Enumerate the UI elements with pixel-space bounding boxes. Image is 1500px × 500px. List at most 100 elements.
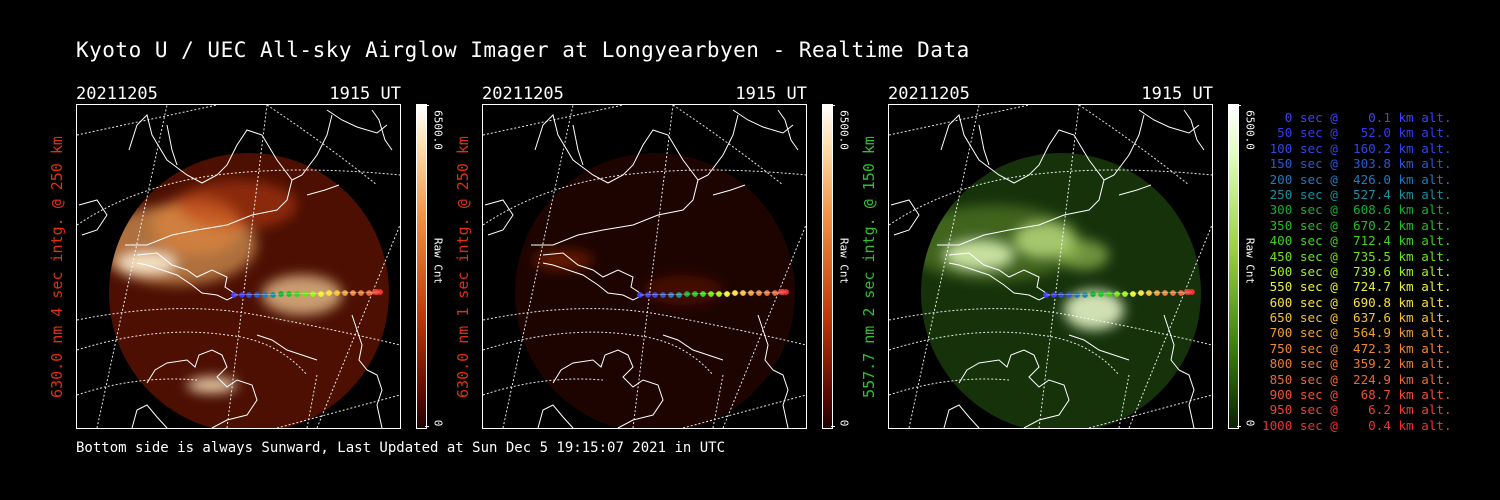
- track-point: [358, 290, 364, 296]
- panel-date: 20211205: [482, 84, 564, 104]
- track-point: [1114, 291, 1120, 297]
- allsky-image: [483, 105, 806, 428]
- track-point: [254, 292, 260, 298]
- legend-item: 400 sec @ 712.4 km alt.: [1262, 233, 1452, 249]
- airglow-emission: [1014, 222, 1074, 258]
- footer-status: Bottom side is always Sunward, Last Upda…: [76, 440, 726, 456]
- colorbar-min-text: 0: [431, 419, 445, 427]
- track-point: [1058, 292, 1064, 298]
- airglow-panel-3: 20211205 1915 UT 557.7 nm 2 sec intg. @ 15…: [860, 84, 1288, 430]
- colorbar-tick-top: [831, 105, 835, 106]
- colorbar-tick-bottom: [1237, 426, 1241, 427]
- panel-time: 1915 UT: [1141, 84, 1213, 104]
- wavelength-label-text: 630.0 nm 1 sec intg. @ 250 km: [454, 135, 472, 398]
- track-point: [764, 290, 770, 296]
- track-point: [350, 290, 356, 296]
- track-point: [366, 290, 372, 296]
- colorbar-unit-text: Raw Cnt: [431, 237, 445, 285]
- wavelength-label: 630.0 nm 1 sec intg. @ 250 km: [450, 104, 476, 429]
- track-point: [652, 292, 658, 298]
- colorbar-tick-bottom: [425, 426, 429, 427]
- panel-time: 1915 UT: [735, 84, 807, 104]
- track-point: [270, 292, 276, 298]
- track-point: [262, 292, 268, 298]
- colorbar-unit-label: Raw Cnt: [1242, 236, 1258, 286]
- satellite-track: [639, 291, 787, 296]
- colorbar-max-text: 6500.0: [1243, 109, 1257, 150]
- track-point: [1122, 291, 1128, 297]
- airglow-panel-2: 20211205 1915 UT 630.0 nm 1 sec intg. @ 25…: [454, 84, 882, 430]
- satellite-track: [1045, 291, 1193, 296]
- track-point: [716, 291, 722, 297]
- wavelength-label: 557.7 nm 2 sec intg. @ 150 km: [856, 104, 882, 429]
- colorbar-min-label: 0: [1242, 416, 1258, 430]
- track-point: [246, 292, 252, 298]
- colorbar-tick-top: [425, 105, 429, 106]
- wavelength-label-text: 557.7 nm 2 sec intg. @ 150 km: [860, 135, 878, 398]
- legend-item: 150 sec @ 303.8 km alt.: [1262, 156, 1452, 172]
- colorbar-max-label: 6500.0: [836, 102, 852, 157]
- wavelength-label-text: 630.0 nm 4 sec intg. @ 250 km: [48, 135, 66, 398]
- legend-item: 950 sec @ 6.2 km alt.: [1262, 402, 1452, 418]
- track-point: [1170, 290, 1176, 296]
- airglow-emission: [117, 251, 177, 275]
- satellite-track: [233, 291, 381, 296]
- colorbar: [822, 104, 833, 429]
- colorbar-unit-label: Raw Cnt: [836, 236, 852, 286]
- map-grid-lines: [77, 105, 400, 428]
- legend-item: 700 sec @ 564.9 km alt.: [1262, 325, 1452, 341]
- map-grid-lines: [483, 105, 806, 428]
- legend-item: 350 sec @ 670.2 km alt.: [1262, 217, 1452, 233]
- legend-item: 50 sec @ 52.0 km alt.: [1262, 125, 1452, 141]
- track-point: [772, 290, 778, 296]
- legend-item: 600 sec @ 690.8 km alt.: [1262, 294, 1452, 310]
- track-point: [294, 291, 300, 297]
- track-point: [1178, 290, 1184, 296]
- track-point: [1162, 290, 1168, 296]
- colorbar-max-text: 6500.0: [837, 109, 851, 150]
- colorbar-min-text: 0: [1243, 419, 1257, 427]
- legend-item: 0 sec @ 0.1 km alt.: [1262, 110, 1452, 125]
- legend-item: 200 sec @ 426.0 km alt.: [1262, 171, 1452, 187]
- colorbar-unit-text: Raw Cnt: [1243, 237, 1257, 285]
- sky-disc: [921, 153, 1201, 428]
- legend-item: 500 sec @ 739.6 km alt.: [1262, 263, 1452, 279]
- airglow-emission: [262, 275, 342, 315]
- track-point: [310, 291, 316, 297]
- colorbar-unit-text: Raw Cnt: [837, 237, 851, 285]
- airglow-emission: [1064, 290, 1124, 330]
- track-point: [668, 292, 674, 298]
- panel-date: 20211205: [888, 84, 970, 104]
- colorbar-unit-label: Raw Cnt: [430, 236, 446, 286]
- airglow-emission: [944, 240, 1014, 270]
- airglow-panel-1: 20211205 1915 UT 630.0 nm 4 sec intg. @ 25…: [48, 84, 476, 430]
- track-point: [1130, 291, 1136, 297]
- legend-item: 1000 sec @ 0.4 km alt.: [1262, 417, 1452, 433]
- legend-item: 250 sec @ 527.4 km alt.: [1262, 186, 1452, 202]
- track-point: [1082, 292, 1088, 298]
- colorbar-max-text: 6500.0: [431, 109, 445, 150]
- colorbar: [416, 104, 427, 429]
- legend-item: 650 sec @ 637.6 km alt.: [1262, 310, 1452, 326]
- map-grid-lines: [889, 105, 1212, 428]
- panel-date: 20211205: [76, 84, 158, 104]
- allsky-image: [77, 105, 400, 428]
- image-frame: [888, 104, 1213, 429]
- track-point: [1106, 291, 1112, 297]
- track-point: [1066, 292, 1072, 298]
- track-point: [660, 292, 666, 298]
- colorbar-tick-top: [1237, 105, 1241, 106]
- colorbar-max-label: 6500.0: [430, 102, 446, 157]
- track-point: [756, 290, 762, 296]
- colorbar-max-label: 6500.0: [1242, 102, 1258, 157]
- airglow-emission: [1059, 240, 1109, 270]
- colorbar-min-text: 0: [837, 419, 851, 427]
- image-frame: [482, 104, 807, 429]
- airglow-emission: [177, 180, 297, 230]
- track-point: [700, 291, 706, 297]
- panel-time: 1915 UT: [329, 84, 401, 104]
- image-frame: [76, 104, 401, 429]
- colorbar-min-label: 0: [836, 416, 852, 430]
- airglow-emission: [643, 275, 723, 305]
- colorbar: [1228, 104, 1239, 429]
